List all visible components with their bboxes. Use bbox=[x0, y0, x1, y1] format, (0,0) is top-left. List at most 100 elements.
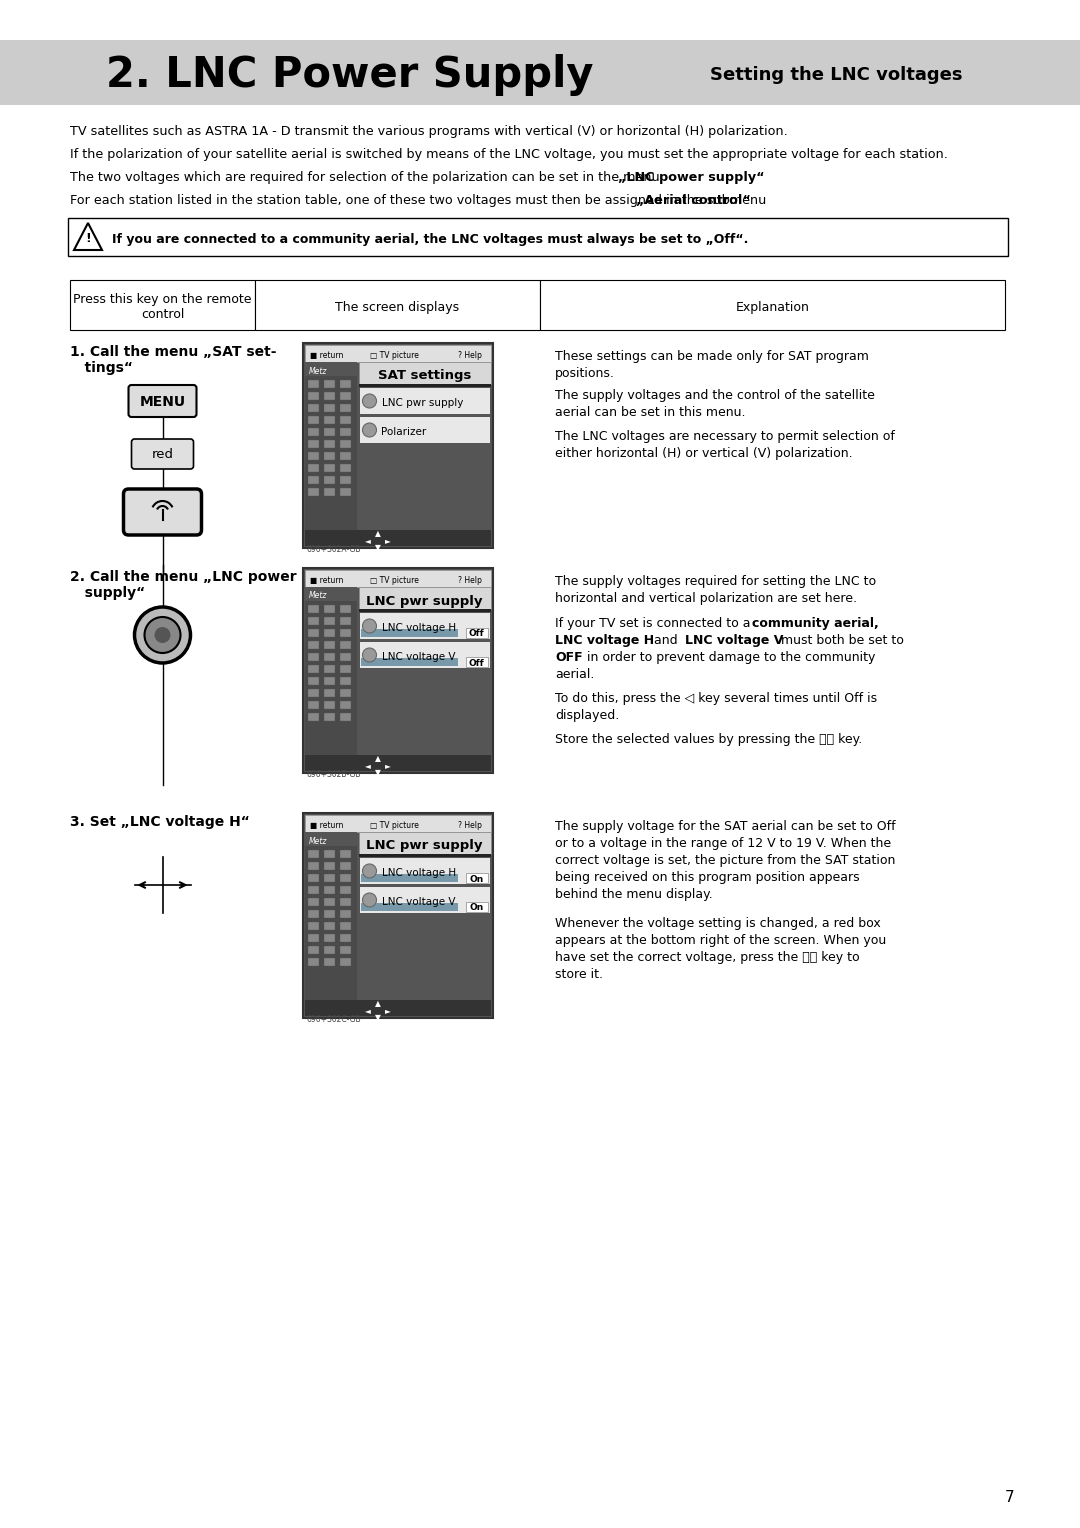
Text: LNC voltage V: LNC voltage V bbox=[381, 652, 455, 662]
FancyBboxPatch shape bbox=[132, 439, 193, 469]
Bar bbox=[305, 362, 356, 376]
Text: LNC voltage H: LNC voltage H bbox=[555, 634, 654, 646]
Bar bbox=[339, 487, 351, 497]
Bar bbox=[361, 659, 458, 666]
Text: 2. Call the menu „LNC power: 2. Call the menu „LNC power bbox=[70, 570, 297, 584]
Text: ◄: ◄ bbox=[365, 761, 370, 770]
Text: MENU: MENU bbox=[139, 396, 186, 410]
Bar bbox=[302, 813, 492, 1018]
Bar bbox=[324, 665, 335, 672]
Bar bbox=[255, 280, 540, 330]
Text: The LNC voltages are necessary to permit selection of: The LNC voltages are necessary to permit… bbox=[555, 429, 895, 443]
Circle shape bbox=[363, 648, 377, 662]
Text: ■ return: ■ return bbox=[311, 821, 343, 830]
Bar bbox=[324, 886, 335, 894]
Bar bbox=[308, 403, 319, 413]
Text: 2. LNC Power Supply: 2. LNC Power Supply bbox=[106, 53, 594, 95]
Text: aerial.: aerial. bbox=[555, 668, 594, 681]
Bar bbox=[308, 958, 319, 966]
Text: positions.: positions. bbox=[555, 367, 615, 380]
Bar bbox=[361, 903, 458, 911]
Text: 7: 7 bbox=[1005, 1490, 1015, 1505]
Bar bbox=[339, 958, 351, 966]
Circle shape bbox=[363, 619, 377, 633]
Bar bbox=[308, 617, 319, 625]
Bar bbox=[540, 280, 1005, 330]
Bar bbox=[324, 477, 335, 484]
Bar bbox=[308, 898, 319, 906]
Bar bbox=[465, 657, 487, 668]
Bar bbox=[339, 911, 351, 918]
Text: Metz: Metz bbox=[309, 836, 327, 845]
Bar bbox=[324, 617, 335, 625]
Text: □ TV picture: □ TV picture bbox=[370, 821, 419, 830]
Text: LNC voltage V: LNC voltage V bbox=[685, 634, 783, 646]
Text: red: red bbox=[151, 449, 174, 461]
Bar bbox=[324, 701, 335, 709]
Bar bbox=[339, 393, 351, 400]
Bar bbox=[305, 570, 490, 587]
Text: Whenever the voltage setting is changed, a red box: Whenever the voltage setting is changed,… bbox=[555, 917, 881, 931]
Bar bbox=[324, 714, 335, 721]
Bar bbox=[339, 898, 351, 906]
Text: community aerial,: community aerial, bbox=[752, 617, 879, 630]
Circle shape bbox=[363, 863, 377, 879]
Bar bbox=[308, 630, 319, 637]
Bar bbox=[360, 859, 489, 885]
Bar bbox=[361, 630, 458, 637]
Bar bbox=[359, 362, 490, 384]
Bar bbox=[308, 934, 319, 941]
Bar bbox=[359, 610, 490, 613]
Text: The supply voltages required for setting the LNC to: The supply voltages required for setting… bbox=[555, 575, 876, 588]
Bar bbox=[360, 613, 489, 639]
Text: horizontal and vertical polarization are set here.: horizontal and vertical polarization are… bbox=[555, 591, 858, 605]
Bar bbox=[324, 487, 335, 497]
Bar bbox=[324, 465, 335, 472]
Bar bbox=[308, 428, 319, 435]
Bar bbox=[308, 440, 319, 448]
Bar bbox=[308, 605, 319, 613]
Bar bbox=[359, 854, 490, 857]
Bar bbox=[324, 898, 335, 906]
Bar bbox=[339, 921, 351, 931]
Text: 696+S02C-GB: 696+S02C-GB bbox=[307, 1015, 361, 1024]
Text: LNC pwr supply: LNC pwr supply bbox=[381, 397, 463, 408]
Text: aerial can be set in this menu.: aerial can be set in this menu. bbox=[555, 406, 745, 419]
Bar bbox=[305, 587, 356, 601]
Text: If the polarization of your satellite aerial is switched by means of the LNC vol: If the polarization of your satellite ae… bbox=[70, 148, 948, 160]
Text: ▼: ▼ bbox=[375, 769, 380, 778]
Bar bbox=[360, 388, 489, 414]
Bar bbox=[465, 872, 487, 883]
Bar bbox=[305, 755, 490, 772]
Bar bbox=[324, 380, 335, 388]
Bar bbox=[308, 714, 319, 721]
Bar bbox=[308, 487, 319, 497]
Bar bbox=[324, 911, 335, 918]
Bar bbox=[339, 689, 351, 697]
Bar bbox=[324, 393, 335, 400]
Bar bbox=[324, 403, 335, 413]
Circle shape bbox=[145, 617, 180, 652]
Bar bbox=[339, 440, 351, 448]
Bar bbox=[302, 342, 492, 549]
Text: The two voltages which are required for selection of the polarization can be set: The two voltages which are required for … bbox=[70, 171, 663, 183]
Bar bbox=[359, 833, 490, 854]
Circle shape bbox=[363, 423, 377, 437]
Text: ▲: ▲ bbox=[375, 530, 380, 538]
Text: being received on this program position appears: being received on this program position … bbox=[555, 871, 860, 885]
Text: For each station listed in the station table, one of these two voltages must the: For each station listed in the station t… bbox=[70, 194, 770, 206]
Text: LNC voltage H: LNC voltage H bbox=[381, 868, 456, 879]
Text: ►: ► bbox=[384, 536, 391, 545]
Bar bbox=[324, 452, 335, 460]
Text: OFF: OFF bbox=[555, 651, 582, 665]
Bar bbox=[308, 946, 319, 953]
Text: tings“: tings“ bbox=[70, 361, 133, 374]
Bar bbox=[68, 219, 1008, 257]
Text: supply“: supply“ bbox=[70, 587, 145, 601]
Text: or to a voltage in the range of 12 V to 19 V. When the: or to a voltage in the range of 12 V to … bbox=[555, 837, 891, 850]
Text: ? Help: ? Help bbox=[458, 821, 482, 830]
Text: ? Help: ? Help bbox=[458, 351, 482, 361]
Bar bbox=[339, 630, 351, 637]
Bar bbox=[324, 862, 335, 869]
Bar bbox=[308, 380, 319, 388]
